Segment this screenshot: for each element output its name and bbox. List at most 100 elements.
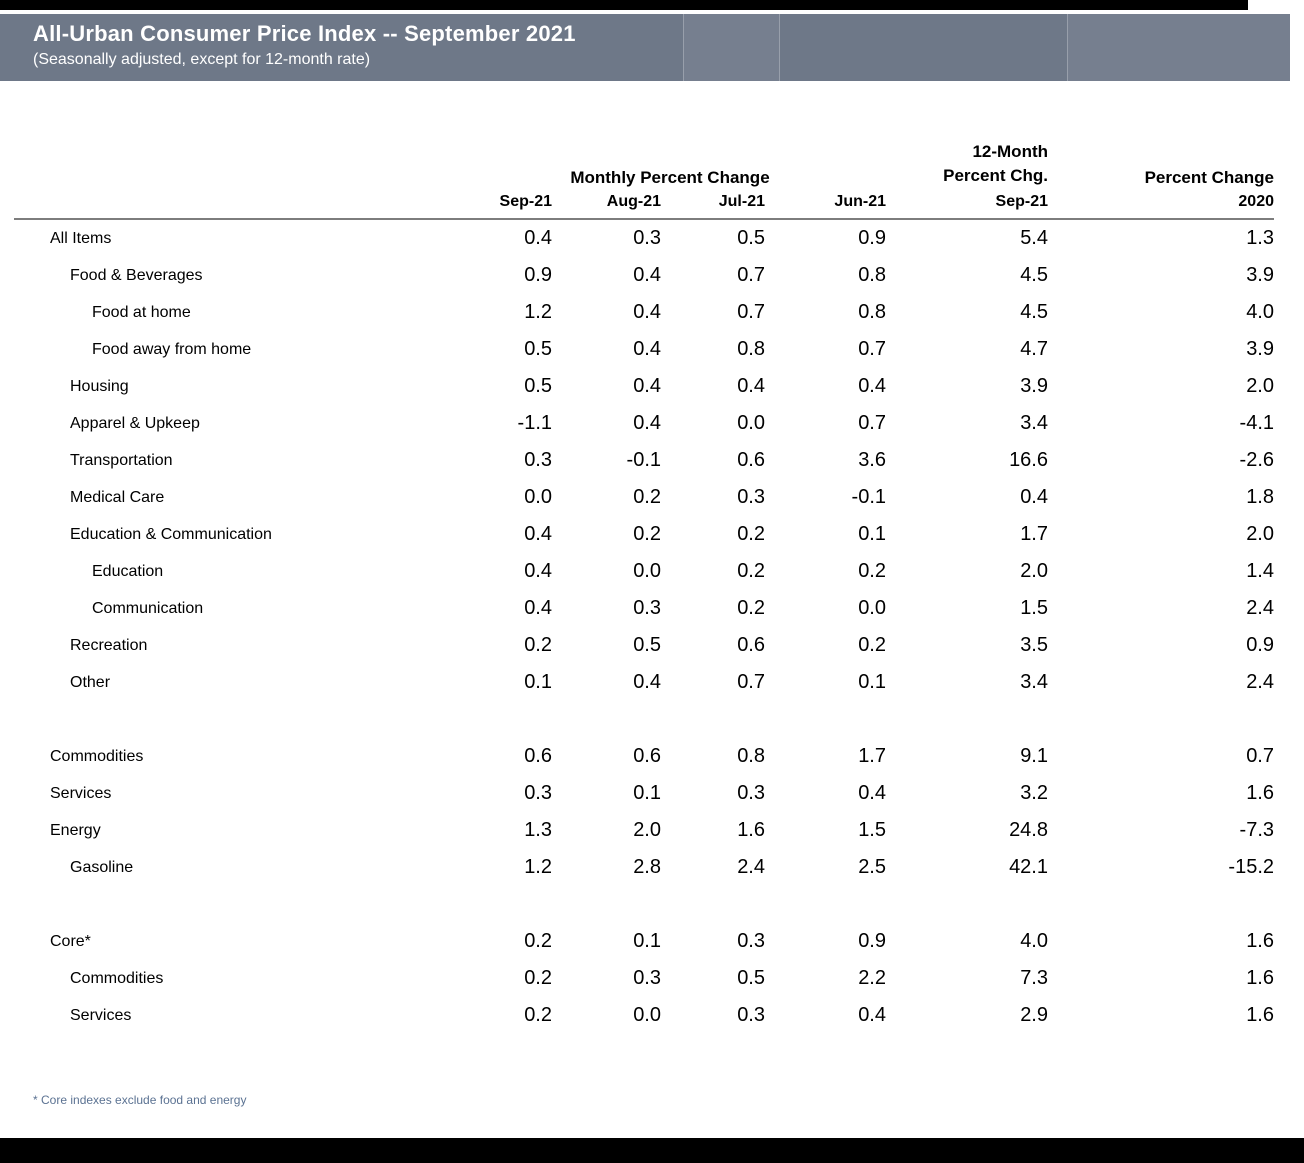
value-cell: 0.1 [633,782,661,804]
group-header-monthly-percent-change: Monthly Percent Change [570,168,770,187]
value-cell: 0.2 [858,634,886,656]
table-row: Education & Communication 0.4 0.2 0.2 0.1 1.7… [14,516,1274,553]
value-cell: 0.0 [858,597,886,619]
value-cell: -1.1 [517,412,552,434]
row-label: Transportation [70,451,173,469]
table-column-headers: Sep-21 Aug-21 Jul-21 Jun-21 Sep-21 2020 [14,193,1274,211]
table-row: Medical Care 0.0 0.2 0.3 -0.1 0.4 1.8 [14,479,1274,516]
value-cell: 0.2 [633,486,661,508]
value-cell: 0.4 [633,301,661,323]
value-cell: 0.4 [524,227,552,249]
value-cell: 0.2 [737,560,765,582]
row-label: Core* [50,932,91,950]
row-label: Education [92,562,164,580]
value-cell: 0.5 [737,227,765,249]
value-cell: 3.9 [1246,264,1274,286]
value-cell: 1.6 [1246,967,1274,989]
table-row: All Items 0.4 0.3 0.5 0.9 5.4 1.3 [14,220,1274,257]
table-row: Energy 1.3 2.0 1.6 1.5 24.8 -7.3 [14,812,1274,849]
value-cell: 0.3 [633,967,661,989]
value-cell: -15.2 [1228,856,1274,878]
value-cell: 0.7 [737,301,765,323]
value-cell: 0.9 [858,930,886,952]
value-cell: 42.1 [1009,856,1048,878]
table-row: Food at home 1.2 0.4 0.7 0.8 4.5 4.0 [14,294,1274,331]
row-label: Energy [50,821,101,839]
table-row: Services 0.2 0.0 0.3 0.4 2.9 1.6 [14,997,1274,1034]
table-body: All Items 0.4 0.3 0.5 0.9 5.4 1.3 Food & Bevera… [14,220,1274,1034]
value-cell: 3.5 [1020,634,1048,656]
value-cell: 2.0 [1246,375,1274,397]
value-cell: 0.7 [1246,745,1274,767]
value-cell: 0.2 [858,560,886,582]
value-cell: 2.4 [737,856,765,878]
value-cell: 0.2 [737,523,765,545]
value-cell: 1.2 [524,301,552,323]
group-header-percent-change: Percent Change [1144,168,1274,187]
value-cell: 0.8 [858,301,886,323]
row-label: Commodities [70,969,164,987]
value-cell: 1.6 [1246,930,1274,952]
value-cell: 0.6 [737,634,765,656]
row-label: Services [70,1006,132,1024]
value-cell: 0.8 [858,264,886,286]
value-cell: 0.9 [1246,634,1274,656]
value-cell: 0.6 [524,745,552,767]
twelve-month-line1: 12-Month [972,142,1048,162]
col-header-jul-21: Jul-21 [718,193,765,210]
table-row: Recreation 0.2 0.5 0.6 0.2 3.5 0.9 [14,627,1274,664]
value-cell: 4.5 [1020,264,1048,286]
row-spacer [14,886,1274,923]
bottom-edge-bar [0,1138,1304,1163]
row-label: Food & Beverages [70,266,203,284]
table-row: Core* 0.2 0.1 0.3 0.9 4.0 1.6 [14,923,1274,960]
row-label: Food at home [92,303,191,321]
value-cell: 5.4 [1020,227,1048,249]
value-cell: 0.3 [737,930,765,952]
value-cell: 0.1 [858,671,886,693]
table-row: Housing 0.5 0.4 0.4 0.4 3.9 2.0 [14,368,1274,405]
value-cell: 1.5 [1020,597,1048,619]
value-cell: 3.2 [1020,782,1048,804]
cpi-table: Monthly Percent Change 12-Month Percent … [14,140,1274,1034]
row-label: Housing [70,377,129,395]
value-cell: 1.4 [1246,560,1274,582]
value-cell: 4.7 [1020,338,1048,360]
value-cell: 2.8 [633,856,661,878]
value-cell: 0.4 [633,375,661,397]
table-row: Other 0.1 0.4 0.7 0.1 3.4 2.4 [14,664,1274,701]
value-cell: 0.0 [737,412,765,434]
table-row: Apparel & Upkeep -1.1 0.4 0.0 0.7 3.4 -4.1 [14,405,1274,442]
value-cell: -4.1 [1239,412,1274,434]
row-label: Recreation [70,636,148,654]
value-cell: 0.7 [858,412,886,434]
value-cell: 3.9 [1020,375,1048,397]
value-cell: 0.1 [858,523,886,545]
value-cell: 24.8 [1009,819,1048,841]
top-edge-bar [0,0,1248,10]
value-cell: 0.3 [737,782,765,804]
value-cell: 0.4 [524,597,552,619]
value-cell: 0.2 [524,1004,552,1026]
value-cell: 0.4 [1020,486,1048,508]
row-label: Commodities [50,747,144,765]
value-cell: 0.4 [633,338,661,360]
col-header-2020: 2020 [1238,193,1274,210]
col-header-sep-21-12mo: Sep-21 [995,193,1048,210]
value-cell: 3.6 [858,449,886,471]
value-cell: 1.6 [1246,1004,1274,1026]
value-cell: 1.5 [858,819,886,841]
value-cell: 0.7 [737,671,765,693]
group-header-12-month: 12-Month Percent Chg. [886,140,1048,188]
value-cell: 0.4 [858,782,886,804]
value-cell: 0.6 [633,745,661,767]
value-cell: 2.0 [633,819,661,841]
value-cell: 0.2 [633,523,661,545]
value-cell: 0.5 [737,967,765,989]
table-row: Gasoline 1.2 2.8 2.4 2.5 42.1 -15.2 [14,849,1274,886]
value-cell: 16.6 [1009,449,1048,471]
table-row: Transportation 0.3 -0.1 0.6 3.6 16.6 -2.6 [14,442,1274,479]
value-cell: 0.5 [633,634,661,656]
value-cell: 0.7 [737,264,765,286]
